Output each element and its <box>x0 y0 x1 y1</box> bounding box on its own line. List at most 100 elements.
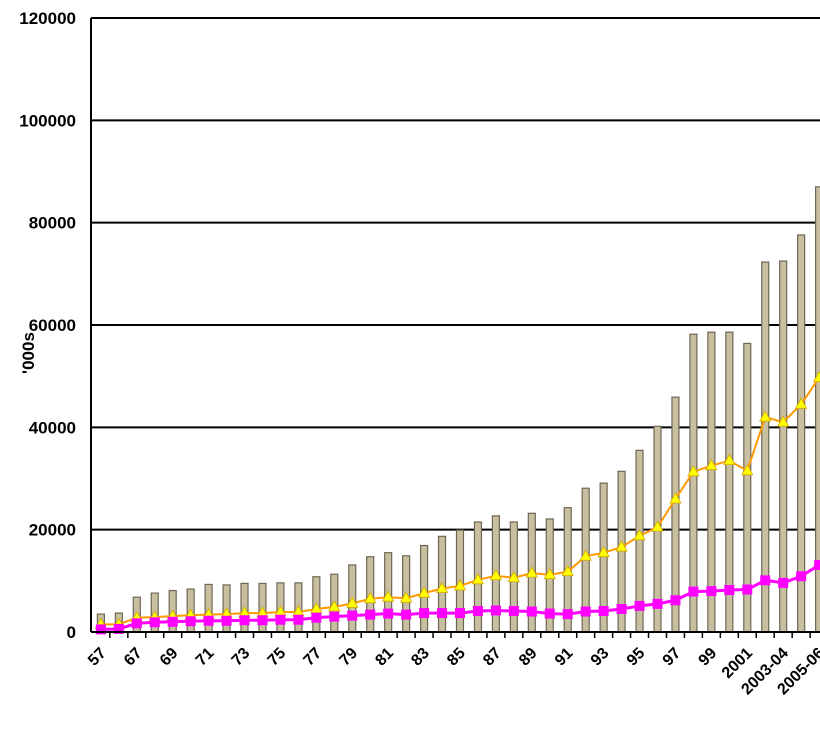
y-tick-label: 0 <box>67 623 76 642</box>
x-tick-label: 57 <box>85 645 110 670</box>
square-marker <box>329 611 340 622</box>
triangle-marker <box>651 520 664 532</box>
triangle-marker <box>346 596 359 608</box>
triangle-marker <box>525 566 538 578</box>
square-marker <box>454 608 465 619</box>
square-marker <box>131 618 142 629</box>
triangle-marker <box>435 581 449 593</box>
triangle-marker <box>597 545 610 558</box>
triangle-marker <box>705 458 718 471</box>
square-marker <box>221 615 232 626</box>
square-marker <box>634 600 645 611</box>
y-axis-label: '000s <box>19 332 38 374</box>
triangle-marker <box>794 397 808 409</box>
y-tick-label: 20000 <box>29 521 76 540</box>
x-tick-label: 99 <box>696 645 721 670</box>
x-tick-label: 87 <box>480 645 505 670</box>
y-tick-labels: 0 20000 40000 60000 80000 100000 120000 <box>19 9 76 642</box>
triangle-marker <box>687 465 700 477</box>
square-marker <box>365 609 376 620</box>
square-line-series <box>95 559 820 635</box>
triangle-marker <box>812 370 820 383</box>
triangle-marker <box>489 568 503 581</box>
x-tick-label: 81 <box>372 645 397 670</box>
triangle-marker <box>399 591 413 603</box>
square-marker <box>670 595 681 606</box>
square-marker <box>526 606 537 617</box>
square-marker <box>544 608 555 619</box>
axes <box>90 18 820 638</box>
square-marker <box>688 586 699 597</box>
x-tick-label: 85 <box>444 645 469 670</box>
square-marker <box>293 614 304 625</box>
x-tick-label: 73 <box>229 645 254 670</box>
triangle-marker <box>633 528 646 541</box>
square-marker <box>383 608 394 619</box>
square-marker <box>760 575 771 586</box>
triangle-marker <box>561 564 574 577</box>
square-marker <box>167 616 178 627</box>
square-marker <box>401 609 412 620</box>
x-tick-label: 67 <box>121 645 146 670</box>
x-tick-label: 91 <box>552 645 577 670</box>
square-marker <box>796 571 807 582</box>
y-tick-label: 60000 <box>29 316 76 335</box>
square-marker <box>257 615 268 626</box>
square-marker <box>508 606 519 617</box>
x-tick-label: 89 <box>516 645 541 670</box>
square-marker <box>706 586 717 597</box>
triangle-marker <box>543 567 556 580</box>
gridlines <box>91 17 820 531</box>
x-tick-label: 95 <box>624 645 649 670</box>
triangle-marker <box>507 570 521 583</box>
y-tick-label: 80000 <box>29 214 76 233</box>
x-tick-label: 77 <box>301 645 326 670</box>
triangle-marker <box>417 586 431 598</box>
square-marker <box>616 603 627 614</box>
square-marker <box>311 612 322 623</box>
square-marker <box>149 617 160 628</box>
square-marker <box>113 623 124 634</box>
square-marker <box>185 616 196 627</box>
square-marker <box>598 606 609 617</box>
square-marker <box>275 614 286 625</box>
triangle-marker <box>381 590 395 602</box>
triangle-marker <box>615 540 628 552</box>
triangle-marker <box>364 591 377 604</box>
x-tick-label: 69 <box>157 645 182 670</box>
x-tick-labels: 57 67 69 71 73 75 77 79 81 83 85 87 89 91 93 95 97 992001… <box>85 645 820 699</box>
square-marker <box>814 559 820 570</box>
bar-series <box>96 186 820 633</box>
y-tick-label: 40000 <box>29 418 76 437</box>
square-marker <box>472 606 483 617</box>
y-tick-label: 100000 <box>19 111 76 130</box>
triangle-marker <box>723 453 736 465</box>
square-marker <box>239 615 250 626</box>
square-marker <box>490 605 501 616</box>
square-marker <box>95 624 106 635</box>
triangle-marker <box>328 600 341 612</box>
bar <box>779 260 788 633</box>
square-marker <box>562 609 573 620</box>
x-tick-label: 83 <box>408 645 433 670</box>
square-marker <box>203 615 214 626</box>
square-marker <box>437 608 448 619</box>
square-marker <box>742 584 753 595</box>
square-marker <box>347 610 358 621</box>
x-tick-label: 71 <box>193 645 218 670</box>
square-marker <box>724 585 735 596</box>
square-marker <box>419 608 430 619</box>
triangle-marker <box>777 415 790 427</box>
triangle-marker <box>579 549 592 561</box>
square-marker <box>778 577 789 588</box>
triangle-line-series <box>94 370 820 629</box>
triangle-marker <box>741 463 754 476</box>
triangle-marker <box>471 572 485 585</box>
triangle-marker <box>669 492 682 504</box>
triangle-marker <box>453 579 467 591</box>
x-tick-label: 97 <box>660 645 685 670</box>
x-tick-label: 93 <box>588 645 613 670</box>
x-tick-label: 79 <box>336 645 361 670</box>
square-marker <box>652 598 663 609</box>
